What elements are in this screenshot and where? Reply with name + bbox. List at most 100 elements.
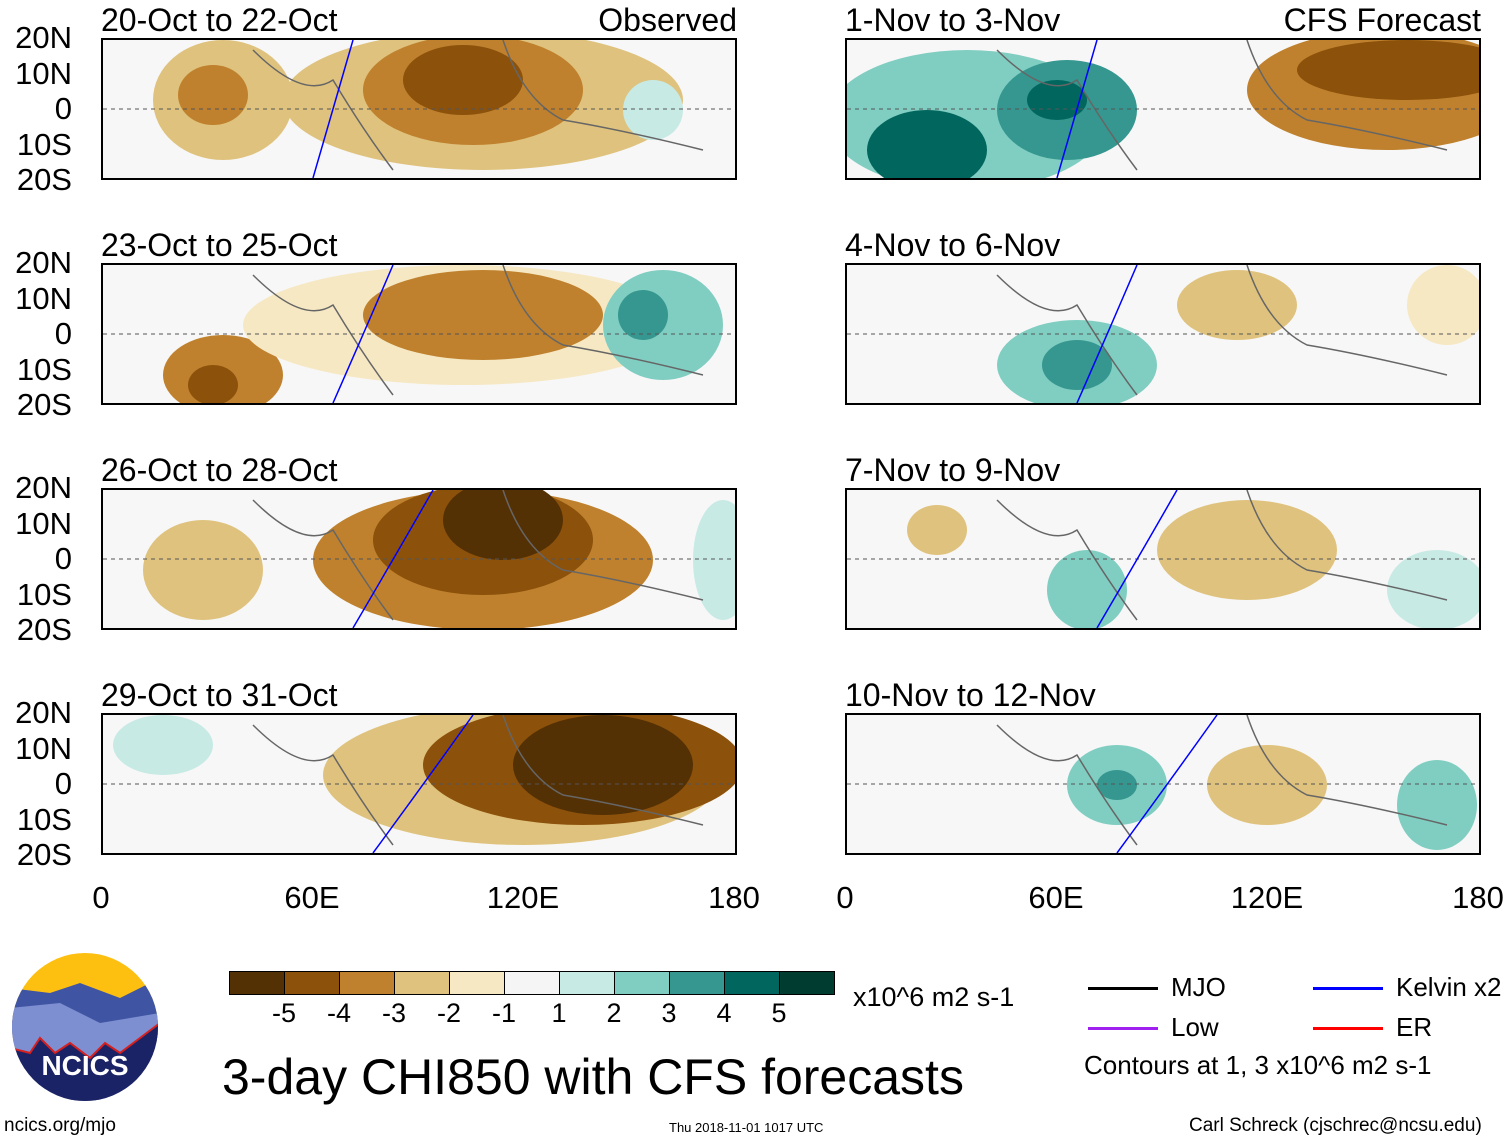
anomaly-region xyxy=(1207,745,1327,825)
kelvin-contour xyxy=(332,265,394,403)
coastline xyxy=(252,715,704,846)
panel-title: 29-Oct to 31-Oct xyxy=(101,677,338,713)
anomaly-region xyxy=(1407,265,1479,345)
panel-title: 7-Nov to 9-Nov xyxy=(845,452,1061,488)
ncics-logo: NCICS xyxy=(12,953,158,1101)
lat-label: 10S xyxy=(16,801,72,837)
logo-text: NCICS xyxy=(41,1050,128,1081)
anomaly-region xyxy=(188,365,238,403)
legend-label: MJO xyxy=(1171,972,1226,1002)
colorbar-swatch xyxy=(724,971,780,995)
anomaly-region xyxy=(1042,340,1112,390)
anomaly-region xyxy=(443,490,563,560)
colorbar-label: -1 xyxy=(491,998,517,1028)
legend-line xyxy=(1313,1027,1383,1030)
panel-label: Observed xyxy=(598,2,737,38)
lat-label: 10S xyxy=(16,576,72,612)
anomaly-region xyxy=(907,505,967,555)
anomaly-region xyxy=(1397,760,1477,850)
map-panel xyxy=(845,488,1481,630)
legend-line xyxy=(1313,987,1383,990)
anomaly-region xyxy=(363,270,603,360)
lat-label: 0 xyxy=(54,316,72,351)
figure-title: 3-day CHI850 with CFS forecasts xyxy=(222,1049,964,1105)
panel-label: CFS Forecast xyxy=(1283,2,1481,38)
colorbar-label: 4 xyxy=(716,998,732,1028)
colorbar-swatch xyxy=(669,971,725,995)
lat-label: 0 xyxy=(54,541,72,576)
colorbar-swatch xyxy=(229,971,285,995)
lat-label: 20N xyxy=(15,245,72,280)
kelvin-contour xyxy=(1076,265,1138,403)
colorbar-swatch xyxy=(394,971,450,995)
lat-label: 10N xyxy=(15,730,72,766)
map-panel xyxy=(845,38,1481,180)
kelvin-contour xyxy=(372,715,474,853)
colorbar-swatch xyxy=(284,971,340,995)
lat-label: 20N xyxy=(15,470,72,505)
map-panel xyxy=(845,713,1481,855)
lon-label: 0 xyxy=(836,880,854,915)
kelvin-contour xyxy=(1056,40,1098,178)
lon-label: 60E xyxy=(284,880,340,915)
anomaly-region xyxy=(618,290,668,340)
anomaly-region xyxy=(1047,550,1127,628)
panel-title: 1-Nov to 3-Nov xyxy=(845,2,1061,38)
anomaly-region xyxy=(1097,770,1137,800)
coastline xyxy=(252,265,704,396)
kelvin-contour xyxy=(312,40,354,178)
colorbar-swatch xyxy=(614,971,670,995)
lon-label: 120E xyxy=(486,880,560,915)
panel-title: 20-Oct to 22-Oct xyxy=(101,2,338,38)
lat-label: 10N xyxy=(15,505,72,541)
lon-label: 120E xyxy=(1230,880,1304,915)
lon-label: 60E xyxy=(1028,880,1084,915)
anomaly-region xyxy=(513,715,693,815)
coastline xyxy=(996,40,1448,171)
colorbar-label: 2 xyxy=(606,998,622,1028)
anomaly-region xyxy=(1297,40,1479,100)
anomaly-region xyxy=(1027,80,1087,120)
colorbar-label: -2 xyxy=(436,998,462,1028)
lon-label: 0 xyxy=(92,880,110,915)
lat-label: 0 xyxy=(54,766,72,801)
anomaly-region xyxy=(113,715,213,775)
coastline xyxy=(252,490,704,621)
footer-timestamp: Thu 2018-11-01 1017 UTC xyxy=(669,1120,824,1135)
colorbar-swatch xyxy=(779,971,835,995)
map-panel xyxy=(101,488,737,630)
anomaly-region xyxy=(1177,270,1297,340)
anomaly-region xyxy=(178,65,248,125)
colorbar-label: 1 xyxy=(551,998,567,1028)
colorbar-swatch xyxy=(339,971,395,995)
lon-label: 180 xyxy=(1452,880,1504,915)
lat-label: 20N xyxy=(15,20,72,55)
lat-label: 10N xyxy=(15,55,72,91)
anomaly-region xyxy=(1157,500,1337,600)
colorbar-label: 5 xyxy=(771,998,787,1028)
colorbar-label: -5 xyxy=(271,998,297,1028)
anomaly-region xyxy=(867,110,987,178)
colorbar-label: 3 xyxy=(661,998,677,1028)
anomaly-region xyxy=(623,80,683,140)
footer-author: Carl Schreck (cjschrec@ncsu.edu) xyxy=(1189,1115,1482,1136)
anomaly-region xyxy=(693,500,735,620)
lat-label: 20S xyxy=(16,162,72,197)
lat-label: 20S xyxy=(16,612,72,647)
lat-label: 10S xyxy=(16,126,72,162)
lon-label: 180 xyxy=(708,880,760,915)
kelvin-contour xyxy=(1116,715,1218,853)
lat-label: 10S xyxy=(16,351,72,387)
colorbar-swatch xyxy=(559,971,615,995)
coastline xyxy=(996,490,1448,621)
panel-title: 26-Oct to 28-Oct xyxy=(101,452,338,488)
panel-title: 4-Nov to 6-Nov xyxy=(845,227,1061,263)
colorbar-swatch xyxy=(449,971,505,995)
legend-label: Kelvin x2 xyxy=(1396,972,1502,1002)
lat-label: 20N xyxy=(15,695,72,730)
panel-title: 23-Oct to 25-Oct xyxy=(101,227,338,263)
footer-url[interactable]: ncics.org/mjo xyxy=(4,1115,116,1136)
legend-line xyxy=(1088,1027,1158,1030)
coastline xyxy=(996,715,1448,846)
anomaly-region xyxy=(1387,550,1479,628)
